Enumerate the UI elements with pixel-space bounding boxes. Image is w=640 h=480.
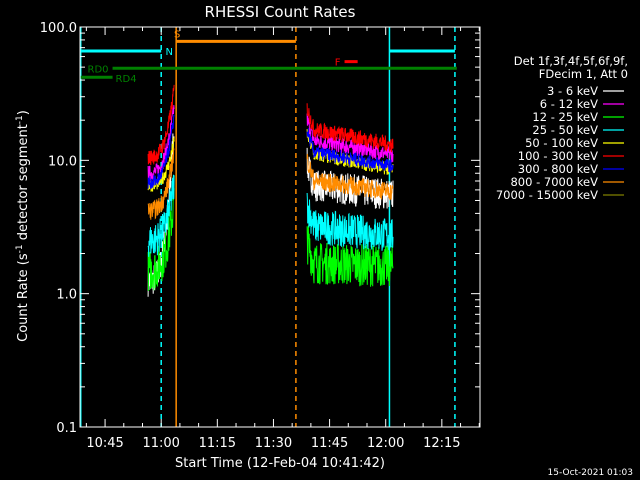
- y-tick-label-2: 10.0: [48, 154, 77, 169]
- x-tick-label-2: 11:15: [199, 436, 236, 451]
- legend-label-6: 300 - 800 keV: [518, 162, 598, 176]
- legend: Det 1f,3f,4f,5f,6f,9f, FDecim 1, Att 0 3…: [496, 54, 628, 202]
- series-group: [147, 84, 394, 297]
- y-axis-ticks: 0.1 1.0 10.0 100.0: [40, 21, 480, 436]
- legend-label-5: 100 - 300 keV: [518, 149, 598, 163]
- chart-title: RHESSI Count Rates: [205, 3, 356, 21]
- y-tick-label-1: 1.0: [56, 288, 77, 303]
- flag-label-0: N: [165, 47, 172, 58]
- y-tick-label-0: 0.1: [56, 421, 77, 436]
- y-axis-label-mid: detector segment: [16, 124, 31, 244]
- x-tick-label-6: 12:15: [423, 436, 460, 451]
- flag-label-4: RD0: [88, 64, 109, 75]
- y-axis-label-sup1: -1: [15, 244, 25, 253]
- series-line-6: [147, 114, 394, 190]
- generation-timestamp: 15-Oct-2021 01:03: [548, 468, 633, 478]
- x-tick-label-1: 11:00: [142, 436, 179, 451]
- legend-label-4: 50 - 100 keV: [525, 136, 598, 150]
- x-axis-label: Start Time (12-Feb-04 10:41:42): [175, 456, 385, 471]
- x-axis-ticks: 10:45 11:00 11:15 11:30 11:45 12:00 12:15: [85, 27, 480, 451]
- legend-label-3: 25 - 50 keV: [532, 123, 598, 137]
- series-line-5: [147, 84, 394, 166]
- legend-header-line2: FDecim 1, Att 0: [539, 67, 628, 81]
- x-tick-label-5: 12:00: [367, 436, 404, 451]
- legend-label-2: 12 - 25 keV: [532, 110, 598, 124]
- legend-header-line1: Det 1f,3f,4f,5f,6f,9f,: [514, 54, 628, 68]
- y-axis-label: Count Rate (s-1 detector segment-1): [15, 110, 31, 342]
- y-axis-label-sup2: -1: [15, 115, 25, 124]
- flag-label-1: S: [174, 29, 180, 40]
- legend-label-8: 7000 - 15000 keV: [496, 188, 598, 202]
- legend-label-7: 800 - 7000 keV: [510, 175, 598, 189]
- x-tick-label-4: 11:45: [311, 436, 348, 451]
- flag-label-5: RD4: [116, 74, 137, 85]
- series-line-7: [147, 147, 394, 220]
- series-line-2: [147, 188, 394, 292]
- plot-frame: [79, 26, 481, 428]
- x-tick-label-0: 10:45: [86, 436, 123, 451]
- series-line-3: [147, 174, 394, 257]
- y-tick-label-3: 100.0: [40, 21, 77, 36]
- y-axis-label-end: ): [16, 110, 31, 115]
- legend-label-1: 6 - 12 keV: [540, 97, 598, 111]
- flag-bars: NS F RD0 RD4: [80, 29, 457, 85]
- y-axis-label-main: Count Rate (s: [16, 253, 31, 342]
- legend-label-0: 3 - 6 keV: [547, 84, 598, 98]
- vertical-marker-lines: [79, 27, 456, 427]
- flag-label-2: F: [335, 58, 341, 69]
- x-tick-label-3: 11:30: [255, 436, 292, 451]
